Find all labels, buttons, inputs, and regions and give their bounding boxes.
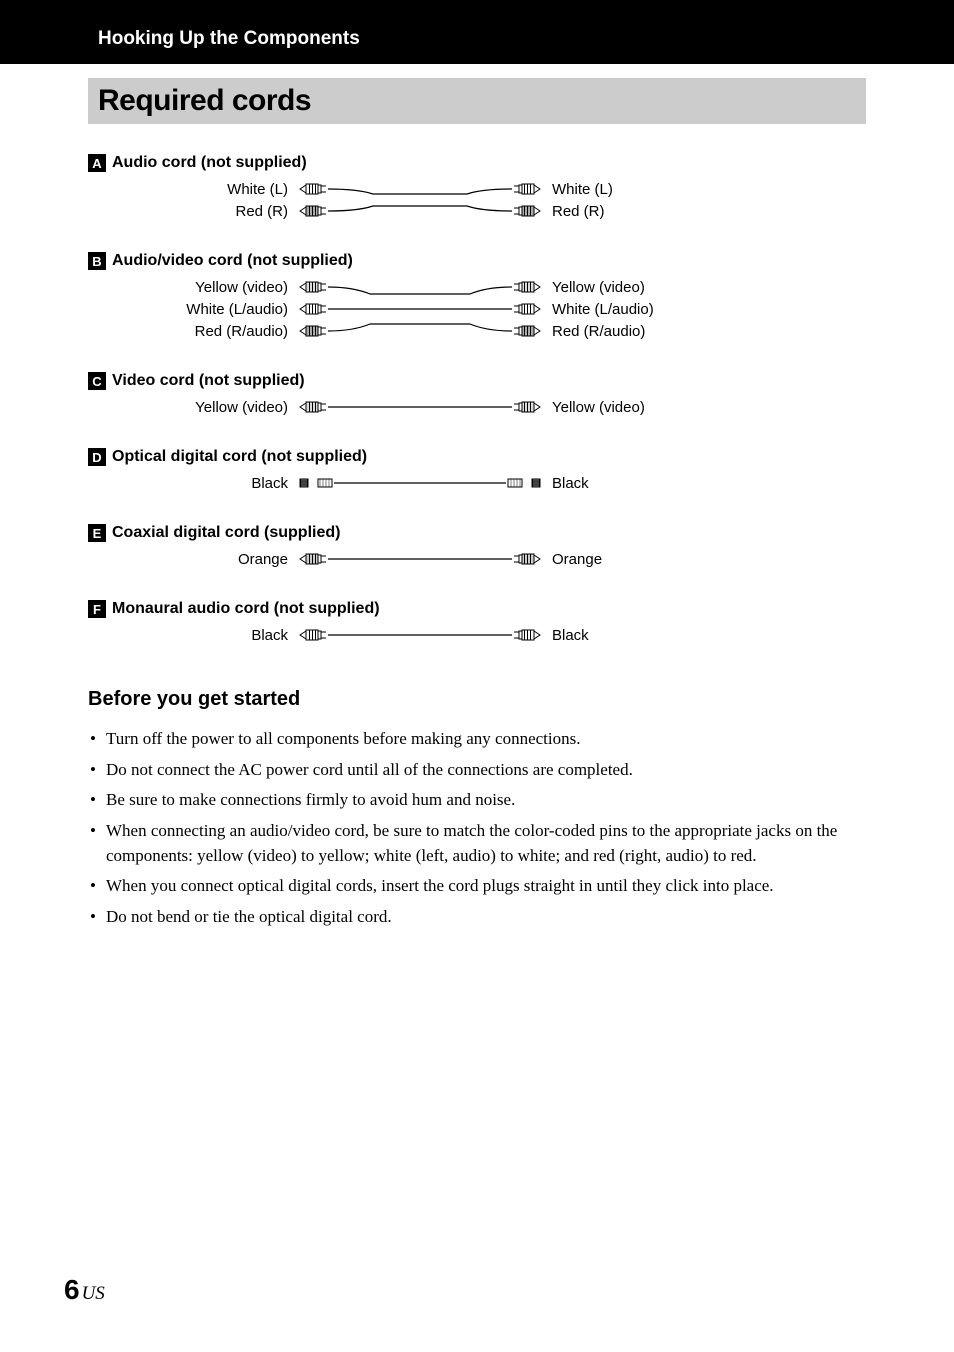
- cord-title-row: C Video cord (not supplied): [88, 372, 866, 390]
- cord-row: Yellow (video) Yellow (video): [88, 398, 866, 416]
- cord-label-right: Black: [542, 475, 589, 492]
- cord-label-left: Yellow (video): [88, 279, 298, 296]
- cord-label-right: Red (R): [542, 203, 605, 220]
- cord-row: Black Black: [88, 626, 866, 644]
- cord-label-left: Black: [88, 475, 298, 492]
- letter-badge: F: [88, 600, 106, 618]
- letter-badge: D: [88, 448, 106, 466]
- cord-title: Audio cord (not supplied): [112, 154, 307, 172]
- section-header-text: Hooking Up the Components: [0, 28, 360, 64]
- cord-title: Monaural audio cord (not supplied): [112, 600, 380, 618]
- bullet-item: Be sure to make connections firmly to av…: [88, 788, 866, 813]
- cord-block: D Optical digital cord (not supplied) Blac…: [88, 448, 866, 492]
- cord-block: C Video cord (not supplied) Yellow (video)…: [88, 372, 866, 416]
- cord-block: B Audio/video cord (not supplied) Yellow (…: [88, 252, 866, 340]
- cord-diagram-icon: [298, 550, 542, 568]
- cord-label-right: Black: [542, 627, 589, 644]
- cord-label-left: Red (R/audio): [88, 323, 298, 340]
- cord-title-row: D Optical digital cord (not supplied): [88, 448, 866, 466]
- cord-block: E Coaxial digital cord (supplied) Orange O…: [88, 524, 866, 568]
- cord-row: White (L/audio) White (L/audio): [88, 300, 866, 318]
- cord-row: Orange Orange: [88, 550, 866, 568]
- page-region: US: [82, 1283, 105, 1305]
- cord-block: A Audio cord (not supplied) White (L) Whit…: [88, 154, 866, 220]
- bullet-item: Do not connect the AC power cord until a…: [88, 758, 866, 783]
- page-footer: 6 US: [64, 1274, 105, 1306]
- page-title-bar: Required cords: [88, 78, 866, 124]
- cord-diagram-icon: [298, 300, 542, 318]
- cord-label-right: Yellow (video): [542, 279, 645, 296]
- cord-title-row: B Audio/video cord (not supplied): [88, 252, 866, 270]
- subheading: Before you get started: [88, 688, 866, 711]
- cord-block: F Monaural audio cord (not supplied) Black…: [88, 600, 866, 644]
- cord-diagram-icon: [298, 626, 542, 644]
- cord-row: White (L) White (L): [88, 180, 866, 198]
- cord-label-right: Yellow (video): [542, 399, 645, 416]
- cord-diagram-icon: [298, 278, 542, 296]
- main-content: A Audio cord (not supplied) White (L) Whit…: [88, 154, 866, 929]
- cord-label-right: White (L/audio): [542, 301, 654, 318]
- cord-label-left: Orange: [88, 551, 298, 568]
- cord-label-right: Orange: [542, 551, 602, 568]
- letter-badge: A: [88, 154, 106, 172]
- bullet-item: Turn off the power to all components bef…: [88, 727, 866, 752]
- bullet-item: When you connect optical digital cords, …: [88, 874, 866, 899]
- cord-diagram-icon: [298, 474, 542, 492]
- cord-label-left: Black: [88, 627, 298, 644]
- cord-diagram-icon: [298, 202, 542, 220]
- cord-label-left: White (L/audio): [88, 301, 298, 318]
- cord-title: Optical digital cord (not supplied): [112, 448, 367, 466]
- bullet-list: Turn off the power to all components bef…: [88, 727, 866, 929]
- cord-row: Red (R/audio) Red (R/audio): [88, 322, 866, 340]
- page-title: Required cords: [98, 84, 856, 118]
- cord-label-right: White (L): [542, 181, 613, 198]
- cord-label-left: Yellow (video): [88, 399, 298, 416]
- cord-row: Black Black: [88, 474, 866, 492]
- letter-badge: B: [88, 252, 106, 270]
- cord-row: Red (R) Red (R): [88, 202, 866, 220]
- letter-badge: C: [88, 372, 106, 390]
- letter-badge: E: [88, 524, 106, 542]
- cord-label-left: Red (R): [88, 203, 298, 220]
- cord-title: Audio/video cord (not supplied): [112, 252, 353, 270]
- cord-title: Coaxial digital cord (supplied): [112, 524, 340, 542]
- cord-label-right: Red (R/audio): [542, 323, 645, 340]
- cord-label-left: White (L): [88, 181, 298, 198]
- page-number: 6: [64, 1274, 80, 1306]
- cord-title-row: A Audio cord (not supplied): [88, 154, 866, 172]
- cord-diagram-icon: [298, 322, 542, 340]
- bullet-item: Do not bend or tie the optical digital c…: [88, 905, 866, 930]
- bullet-item: When connecting an audio/video cord, be …: [88, 819, 866, 868]
- cord-diagram-icon: [298, 180, 542, 198]
- cord-title-row: F Monaural audio cord (not supplied): [88, 600, 866, 618]
- section-header-bar: Hooking Up the Components: [0, 0, 954, 64]
- cord-row: Yellow (video) Yellow (video): [88, 278, 866, 296]
- cord-title: Video cord (not supplied): [112, 372, 305, 390]
- cord-title-row: E Coaxial digital cord (supplied): [88, 524, 866, 542]
- cord-diagram-icon: [298, 398, 542, 416]
